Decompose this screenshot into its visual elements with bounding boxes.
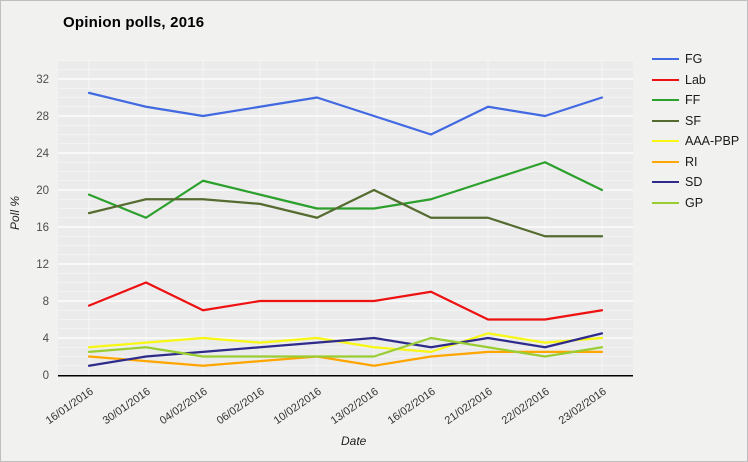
x-tick-label: 10/02/2016	[272, 386, 324, 427]
x-tick-label: 16/02/2016	[386, 386, 438, 427]
x-tick-label: 30/01/2016	[101, 386, 153, 427]
y-tick-label: 0	[43, 370, 49, 382]
legend-item-GP: GP	[652, 193, 739, 214]
legend-label-SF: SF	[685, 113, 701, 128]
series-line-AAA-PBP	[87, 332, 604, 353]
x-tick-label: 13/02/2016	[329, 386, 381, 427]
gridlines	[58, 60, 633, 375]
y-tick-label: 12	[36, 259, 49, 271]
x-tick-label: 21/02/2016	[443, 386, 495, 427]
x-tick-labels: 16/01/2016 30/01/2016 04/02/2016 06/02/2016…	[44, 386, 609, 427]
series-lines	[87, 91, 604, 367]
legend-swatch-FG	[652, 58, 679, 61]
legend-item-AAA-PBP: AAA-PBP	[652, 131, 739, 152]
legend-swatch-Lab	[652, 78, 679, 81]
series-line-SD	[87, 332, 604, 367]
legend-item-FF: FF	[652, 90, 739, 111]
legend-swatch-GP	[652, 201, 679, 204]
legend: FG Lab FF SF AAA-PBP RI SD GP	[652, 49, 739, 213]
legend-label-GP: GP	[685, 195, 704, 210]
y-axis-label: Poll %	[8, 195, 22, 231]
series-line-GP	[87, 336, 604, 358]
legend-label-AAA-PBP: AAA-PBP	[685, 134, 740, 148]
legend-label-RI: RI	[685, 154, 698, 169]
legend-item-RI: RI	[652, 152, 739, 173]
series-line-SF	[87, 188, 604, 238]
legend-item-SD: SD	[652, 172, 739, 193]
x-tick-label: 06/02/2016	[215, 386, 267, 427]
x-tick-label: 16/01/2016	[44, 386, 96, 427]
y-tick-label: 28	[36, 111, 49, 123]
chart-title: Opinion polls, 2016	[63, 14, 205, 31]
legend-label-FG: FG	[685, 52, 703, 66]
legend-label-Lab: Lab	[685, 72, 706, 87]
x-tick-label: 23/02/2016	[557, 386, 609, 427]
y-tick-label: 4	[43, 333, 50, 345]
legend-item-SF: SF	[652, 111, 739, 132]
legend-swatch-SD	[652, 181, 679, 184]
legend-label-FF: FF	[685, 93, 701, 107]
y-tick-label: 24	[36, 148, 49, 160]
y-tick-label: 8	[43, 296, 49, 308]
y-tick-label: 32	[36, 74, 49, 86]
y-tick-labels: 0 4 8 12 16 20 24 28 32	[36, 74, 49, 382]
legend-label-SD: SD	[685, 175, 703, 189]
y-tick-label: 20	[36, 185, 49, 197]
legend-item-FG: FG	[652, 49, 739, 70]
y-tick-label: 16	[36, 222, 49, 234]
x-tick-label: 22/02/2016	[500, 386, 552, 427]
legend-swatch-FF	[652, 99, 679, 102]
x-tick-label: 04/02/2016	[158, 386, 210, 427]
legend-swatch-SF	[652, 119, 679, 122]
legend-item-Lab: Lab	[652, 70, 739, 91]
legend-swatch-AAA-PBP	[652, 140, 679, 143]
legend-swatch-RI	[652, 160, 679, 163]
x-axis-label: Date	[341, 434, 367, 448]
series-line-FG	[87, 91, 604, 136]
series-line-Lab	[87, 281, 604, 321]
